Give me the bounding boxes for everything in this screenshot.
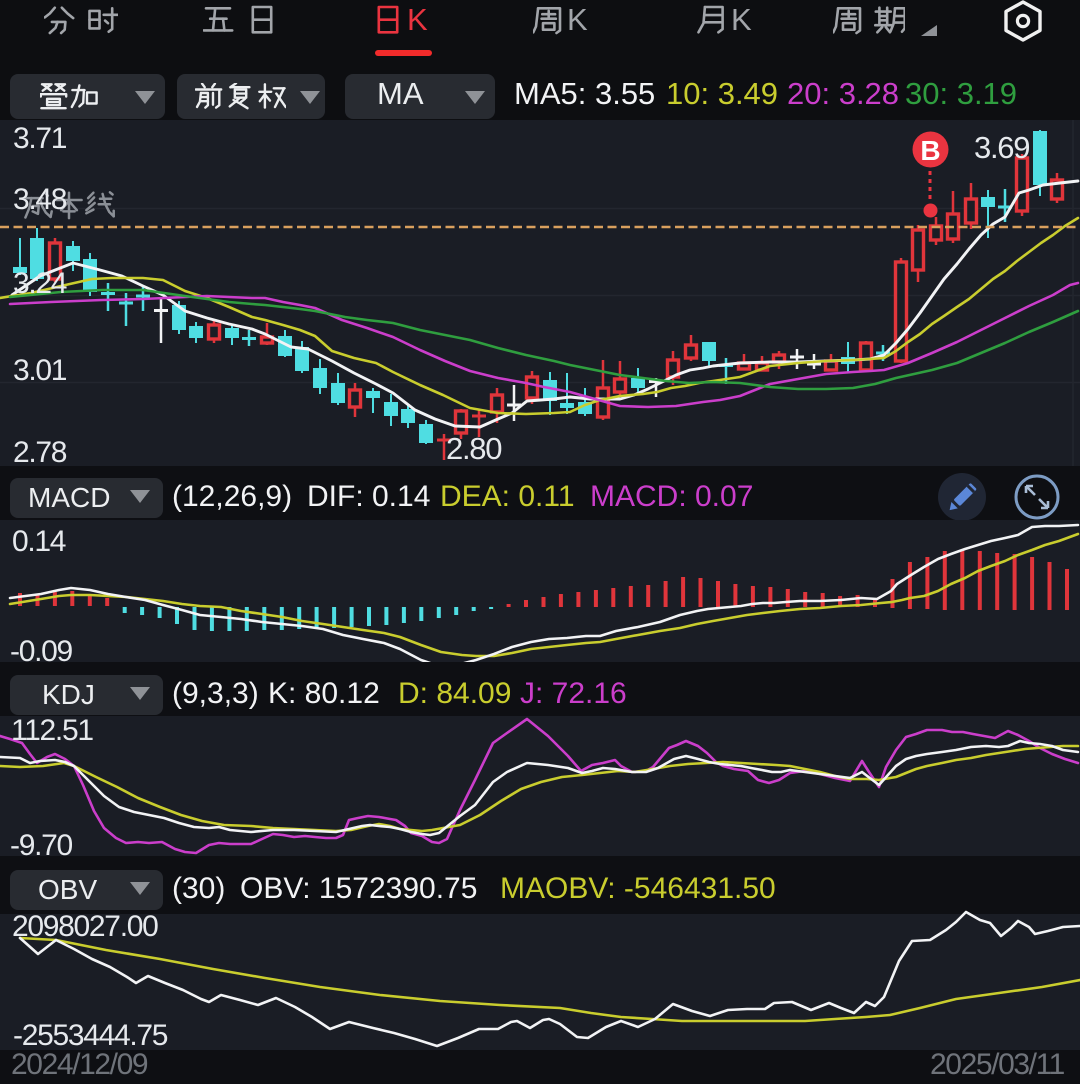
svg-text:2098027.00: 2098027.00 [12,910,158,943]
svg-text:-9.70: -9.70 [10,829,72,856]
svg-text:3.69: 3.69 [974,130,1029,165]
svg-text:-0.09: -0.09 [10,635,72,662]
svg-text:2.80: 2.80 [446,431,502,466]
svg-text:3.24: 3.24 [13,267,67,300]
svg-text:112.51: 112.51 [11,716,93,747]
svg-text:3.71: 3.71 [13,122,67,155]
svg-text:B: B [920,135,940,166]
svg-text:3.48: 3.48 [13,183,67,216]
svg-text:-2553444.75: -2553444.75 [13,1019,168,1050]
svg-text:3.01: 3.01 [13,354,67,387]
svg-text:0.14: 0.14 [12,525,66,558]
svg-text:2.78: 2.78 [13,436,67,466]
